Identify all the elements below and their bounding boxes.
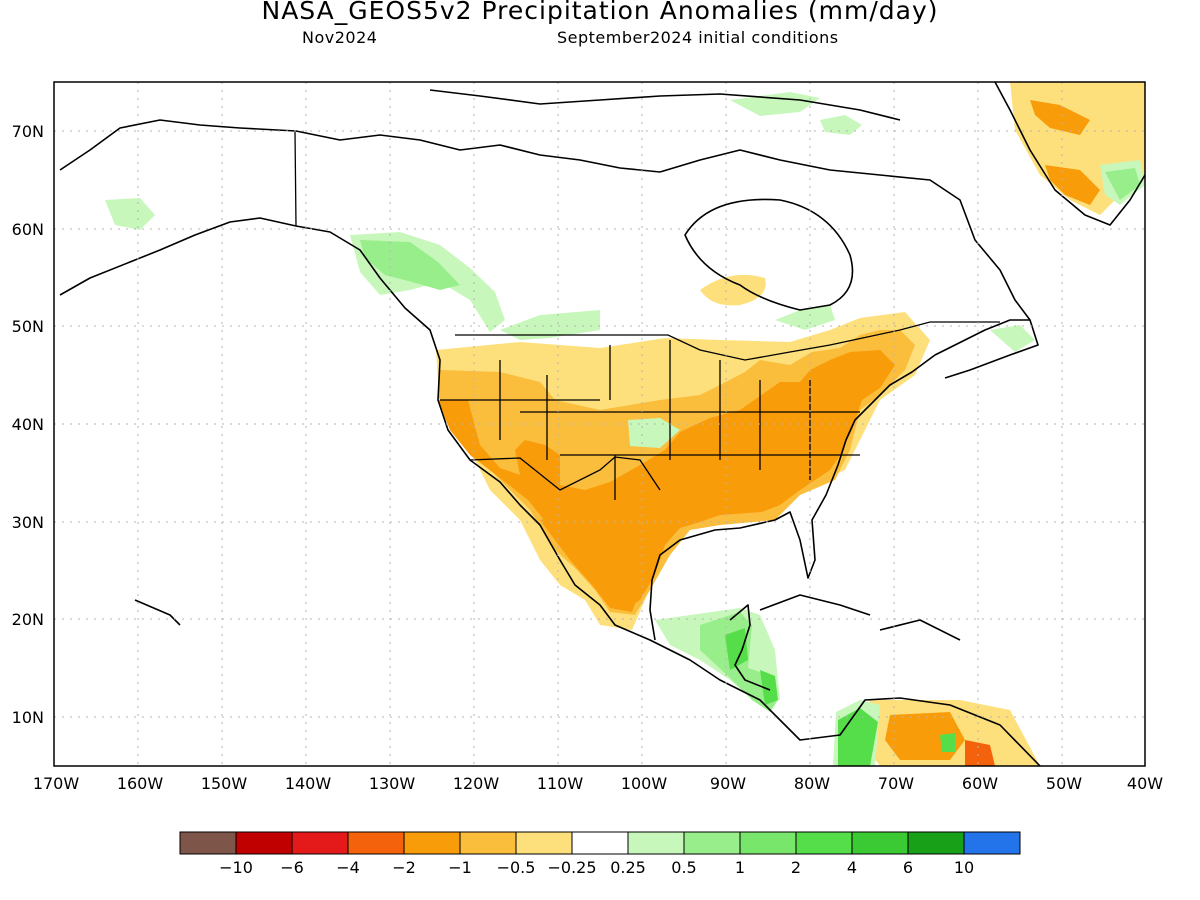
colorbar-label: 10 <box>954 858 974 877</box>
colorbar-label: 2 <box>791 858 801 877</box>
colorbar-swatch <box>347 831 405 855</box>
colorbar-swatch <box>851 831 909 855</box>
colorbar-label: 0.25 <box>610 858 646 877</box>
colorbar-label: −1 <box>448 858 472 877</box>
colorbar-swatch <box>179 831 237 855</box>
lon-label-40w: 40W <box>1127 774 1163 793</box>
lon-label-150w: 150W <box>201 774 248 793</box>
lon-label-90w: 90W <box>710 774 746 793</box>
colorbar-swatch <box>963 831 1021 855</box>
map-area <box>59 82 1145 766</box>
lon-label-170w: 170W <box>33 774 80 793</box>
colorbar-label: −4 <box>336 858 360 877</box>
lat-label-40n: 40N <box>12 415 44 434</box>
colorbar-label: 6 <box>903 858 913 877</box>
graticule <box>54 82 1145 766</box>
colorbar-swatch <box>403 831 461 855</box>
lat-label-10n: 10N <box>12 708 44 727</box>
colorbar-swatch <box>515 831 573 855</box>
colorbar-swatch <box>291 831 349 855</box>
colorbar-swatch <box>459 831 517 855</box>
lon-axis: 170W 160W 150W 140W 130W 120W 110W 100W … <box>33 774 1163 793</box>
colorbar-label: −2 <box>392 858 416 877</box>
colorbar-swatch <box>235 831 293 855</box>
lon-label-140w: 140W <box>285 774 332 793</box>
lon-label-80w: 80W <box>794 774 830 793</box>
lat-label-60n: 60N <box>12 220 44 239</box>
colorbar-labels: −10 −6 −4 −2 −1 −0.5 −0.25 0.25 0.5 1 2 4 6 10 <box>219 858 974 877</box>
colorbar-label: −6 <box>280 858 304 877</box>
lon-label-130w: 130W <box>369 774 416 793</box>
colorbar-label: 4 <box>847 858 857 877</box>
forecast-month: Nov2024 <box>302 28 378 47</box>
colorbar-swatch <box>739 831 797 855</box>
initial-conditions: September2024 initial conditions <box>557 28 839 47</box>
colorbar-swatch <box>571 831 629 855</box>
lon-label-120w: 120W <box>453 774 500 793</box>
map-title: NASA_GEOS5v2 Precipitation Anomalies (mm… <box>261 0 939 25</box>
political-borders <box>440 321 1000 500</box>
lat-axis: 70N 60N 50N 40N 30N 20N 10N <box>12 122 44 727</box>
lon-label-110w: 110W <box>537 774 584 793</box>
colorbar-swatch <box>627 831 685 855</box>
colorbar-label: −0.25 <box>547 858 596 877</box>
wet-anomalies <box>105 92 1145 766</box>
lat-label-20n: 20N <box>12 610 44 629</box>
colorbar: −10 −6 −4 −2 −1 −0.5 −0.25 0.25 0.5 1 2 4 6 10 <box>179 831 1021 877</box>
lon-label-70w: 70W <box>878 774 914 793</box>
colorbar-swatch <box>907 831 965 855</box>
colorbar-swatch <box>795 831 853 855</box>
lon-label-60w: 60W <box>962 774 998 793</box>
lon-label-160w: 160W <box>117 774 164 793</box>
lon-label-50w: 50W <box>1046 774 1082 793</box>
colorbar-label: 1 <box>735 858 745 877</box>
lat-label-50n: 50N <box>12 317 44 336</box>
dry-anomalies <box>436 82 1145 766</box>
colorbar-label: 0.5 <box>671 858 696 877</box>
colorbar-swatches <box>179 831 1021 855</box>
lat-label-70n: 70N <box>12 122 44 141</box>
map-frame <box>53 81 1146 767</box>
coastlines <box>59 82 1145 766</box>
colorbar-label: −10 <box>219 858 253 877</box>
colorbar-swatch <box>683 831 741 855</box>
colorbar-label: −0.5 <box>497 858 536 877</box>
lon-label-100w: 100W <box>621 774 668 793</box>
lat-label-30n: 30N <box>12 513 44 532</box>
